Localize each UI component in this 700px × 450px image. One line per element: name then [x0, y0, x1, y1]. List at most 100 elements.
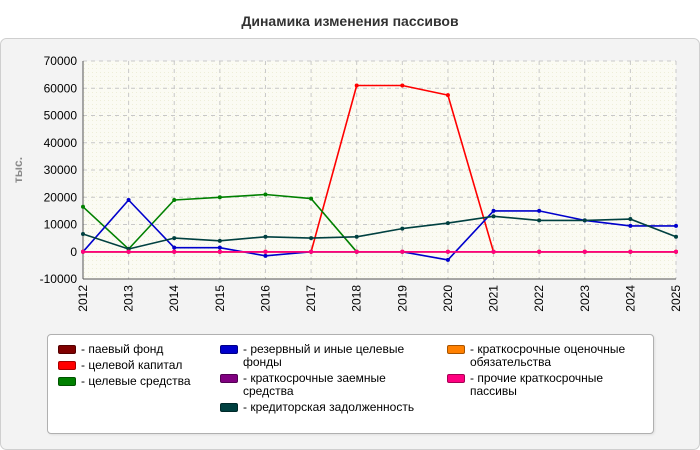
data-point — [354, 83, 359, 88]
y-tick-label: -10000 — [40, 272, 78, 286]
data-point — [628, 249, 633, 254]
legend-swatch — [58, 377, 76, 386]
data-point — [217, 238, 222, 243]
series-5 — [81, 214, 678, 252]
legend-label: - целевой капитал — [81, 358, 183, 372]
data-point — [263, 192, 268, 197]
y-tick-label: 20000 — [44, 190, 78, 204]
data-point — [537, 218, 542, 223]
data-point — [309, 196, 314, 201]
x-tick-label: 2012 — [76, 285, 90, 312]
x-tick-label: 2025 — [669, 285, 683, 312]
data-point — [263, 253, 268, 258]
y-tick-label: 0 — [70, 245, 77, 259]
legend-item-ocenochnye: - краткосрочные оценочные обязательства — [447, 343, 647, 369]
data-point — [491, 249, 496, 254]
data-point — [309, 236, 314, 241]
data-point — [263, 234, 268, 239]
data-point — [126, 249, 131, 254]
legend-item-celevoi-kapital: - целевой капитал — [58, 359, 218, 372]
x-tick-label: 2023 — [578, 285, 592, 312]
grid — [83, 60, 677, 279]
data-point — [491, 214, 496, 219]
legend-label: - паевый фонд — [81, 342, 164, 356]
legend-item-prochie: - прочие краткосрочные пассивы — [447, 372, 647, 398]
legend-label: - кредиторская задолженность — [243, 400, 415, 414]
data-point — [217, 249, 222, 254]
axes: -10000 0 10000 20000 30000 40000 50000 60000 700… — [40, 54, 683, 312]
x-tick-label: 2013 — [122, 285, 136, 312]
data-point — [674, 234, 678, 239]
x-tick-label: 2015 — [213, 285, 227, 312]
legend-column-3: - краткосрочные оценочные обязательства … — [447, 343, 647, 401]
data-point — [354, 249, 359, 254]
x-tick-label: 2018 — [350, 285, 364, 312]
data-point — [582, 218, 587, 223]
legend-label: - краткосрочные заемные средства — [243, 371, 386, 398]
data-point — [172, 236, 177, 241]
data-point — [537, 208, 542, 213]
data-point — [400, 226, 405, 231]
y-tick-label: 70000 — [44, 54, 78, 68]
data-point — [674, 249, 678, 254]
data-point — [126, 197, 131, 202]
x-tick-label: 2016 — [258, 285, 272, 312]
legend-item-kreditorskaya: - кредиторская задолженность — [220, 401, 435, 414]
legend-item-paevyi-fond: - паевый фонд — [58, 343, 218, 356]
data-point — [309, 249, 314, 254]
y-tick-label: 30000 — [44, 163, 78, 177]
y-tick-label: 50000 — [44, 109, 78, 123]
data-point — [445, 221, 450, 226]
legend-label: - краткосрочные оценочные обязательства — [470, 342, 626, 369]
x-tick-label: 2014 — [167, 285, 181, 312]
y-tick-label: 60000 — [44, 81, 78, 95]
data-point — [81, 204, 85, 209]
legend-swatch — [58, 361, 76, 370]
series-7 — [81, 249, 678, 254]
data-point — [217, 245, 222, 250]
data-point — [582, 249, 587, 254]
data-point — [217, 195, 222, 200]
legend-label: - целевые средства — [81, 374, 191, 388]
data-point — [445, 249, 450, 254]
legend-swatch — [220, 374, 238, 383]
legend-label: - резервный и иные целевые фонды — [243, 342, 405, 369]
data-point — [628, 223, 633, 228]
chart-title: Динамика изменения пассивов — [241, 13, 459, 29]
x-tick-label: 2021 — [487, 285, 501, 312]
legend-item-rezervnyi-fond: - резервный и иные целевые фонды — [220, 343, 435, 369]
data-point — [628, 217, 633, 222]
legend-label: - прочие краткосрочные пассивы — [470, 371, 604, 398]
legend-swatch — [58, 345, 76, 354]
data-point — [172, 197, 177, 202]
legend-item-zaemnye-sredstva: - краткосрочные заемные средства — [220, 372, 435, 398]
y-tick-label: 10000 — [44, 218, 78, 232]
x-tick-label: 2024 — [623, 285, 637, 312]
data-point — [81, 249, 85, 254]
legend-column-2: - резервный и иные целевые фонды - кратк… — [220, 343, 435, 417]
data-point — [172, 249, 177, 254]
series-layer — [81, 83, 678, 262]
x-tick-label: 2020 — [441, 285, 455, 312]
data-point — [81, 232, 85, 237]
legend-swatch — [447, 374, 465, 383]
x-tick-label: 2019 — [395, 285, 409, 312]
data-point — [172, 245, 177, 250]
data-point — [400, 83, 405, 88]
y-axis-label: тыс. — [11, 157, 25, 183]
x-tick-label: 2017 — [304, 285, 318, 312]
data-point — [400, 249, 405, 254]
legend-swatch — [447, 345, 465, 354]
legend-swatch — [220, 345, 238, 354]
y-tick-label: 40000 — [44, 136, 78, 150]
data-point — [354, 234, 359, 239]
legend-item-celevye-sredstva: - целевые средства — [58, 375, 218, 388]
legend: - паевый фонд - целевой капитал - целевы… — [47, 334, 654, 434]
legend-swatch — [220, 403, 238, 412]
data-point — [537, 249, 542, 254]
data-point — [445, 257, 450, 262]
data-point — [445, 93, 450, 98]
data-point — [263, 249, 268, 254]
series-line — [82, 215, 677, 250]
